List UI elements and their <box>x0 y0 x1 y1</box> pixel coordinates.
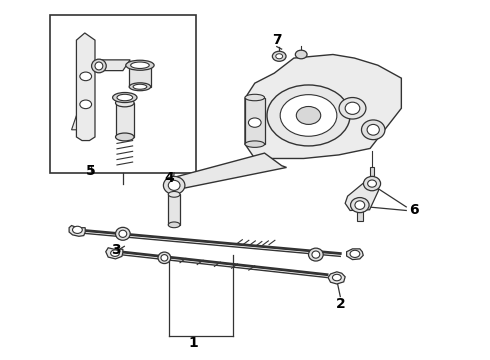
Ellipse shape <box>168 192 180 197</box>
Polygon shape <box>345 180 378 211</box>
Ellipse shape <box>368 180 376 187</box>
Bar <box>129 63 151 87</box>
Text: 1: 1 <box>189 336 198 350</box>
Circle shape <box>248 118 261 127</box>
Ellipse shape <box>345 102 360 114</box>
Ellipse shape <box>312 251 320 258</box>
Text: 7: 7 <box>272 33 282 47</box>
Bar <box>357 204 363 221</box>
Text: 4: 4 <box>164 171 174 185</box>
Ellipse shape <box>245 94 265 101</box>
Ellipse shape <box>129 83 151 91</box>
Bar <box>116 103 134 137</box>
Circle shape <box>272 51 286 61</box>
Bar <box>245 98 265 144</box>
Ellipse shape <box>364 176 381 191</box>
Ellipse shape <box>116 99 134 107</box>
Text: 6: 6 <box>409 203 418 217</box>
Circle shape <box>280 95 337 136</box>
Circle shape <box>267 85 350 146</box>
Ellipse shape <box>131 62 149 68</box>
Circle shape <box>73 226 82 233</box>
Ellipse shape <box>161 255 168 261</box>
Ellipse shape <box>158 252 171 264</box>
Circle shape <box>295 50 307 59</box>
Ellipse shape <box>126 60 154 70</box>
Ellipse shape <box>245 141 265 147</box>
Polygon shape <box>76 33 95 140</box>
Ellipse shape <box>116 227 130 240</box>
Polygon shape <box>69 226 85 236</box>
Circle shape <box>276 54 283 59</box>
Ellipse shape <box>339 98 366 119</box>
Text: 3: 3 <box>111 243 121 257</box>
Bar <box>168 194 180 225</box>
Polygon shape <box>346 249 363 260</box>
Ellipse shape <box>92 59 106 73</box>
Ellipse shape <box>309 248 323 261</box>
Bar <box>49 15 196 173</box>
Polygon shape <box>168 153 287 189</box>
Ellipse shape <box>116 133 134 141</box>
Circle shape <box>111 250 120 256</box>
Polygon shape <box>72 116 76 130</box>
Ellipse shape <box>117 94 133 101</box>
Text: 5: 5 <box>86 164 96 178</box>
Circle shape <box>80 100 92 109</box>
Circle shape <box>350 250 360 257</box>
Ellipse shape <box>168 222 180 228</box>
Circle shape <box>332 274 341 281</box>
Bar <box>369 167 374 176</box>
Ellipse shape <box>367 125 379 135</box>
Ellipse shape <box>355 201 365 210</box>
Ellipse shape <box>95 62 103 70</box>
Ellipse shape <box>113 93 137 103</box>
Ellipse shape <box>350 198 369 213</box>
Ellipse shape <box>168 180 180 190</box>
Circle shape <box>80 72 92 81</box>
Text: 2: 2 <box>335 297 345 311</box>
Ellipse shape <box>119 230 127 237</box>
Ellipse shape <box>163 176 185 194</box>
Polygon shape <box>95 60 130 71</box>
Ellipse shape <box>362 120 385 140</box>
Circle shape <box>296 107 321 125</box>
Polygon shape <box>328 272 345 284</box>
Polygon shape <box>245 54 401 158</box>
Polygon shape <box>106 248 123 259</box>
Ellipse shape <box>133 84 147 89</box>
